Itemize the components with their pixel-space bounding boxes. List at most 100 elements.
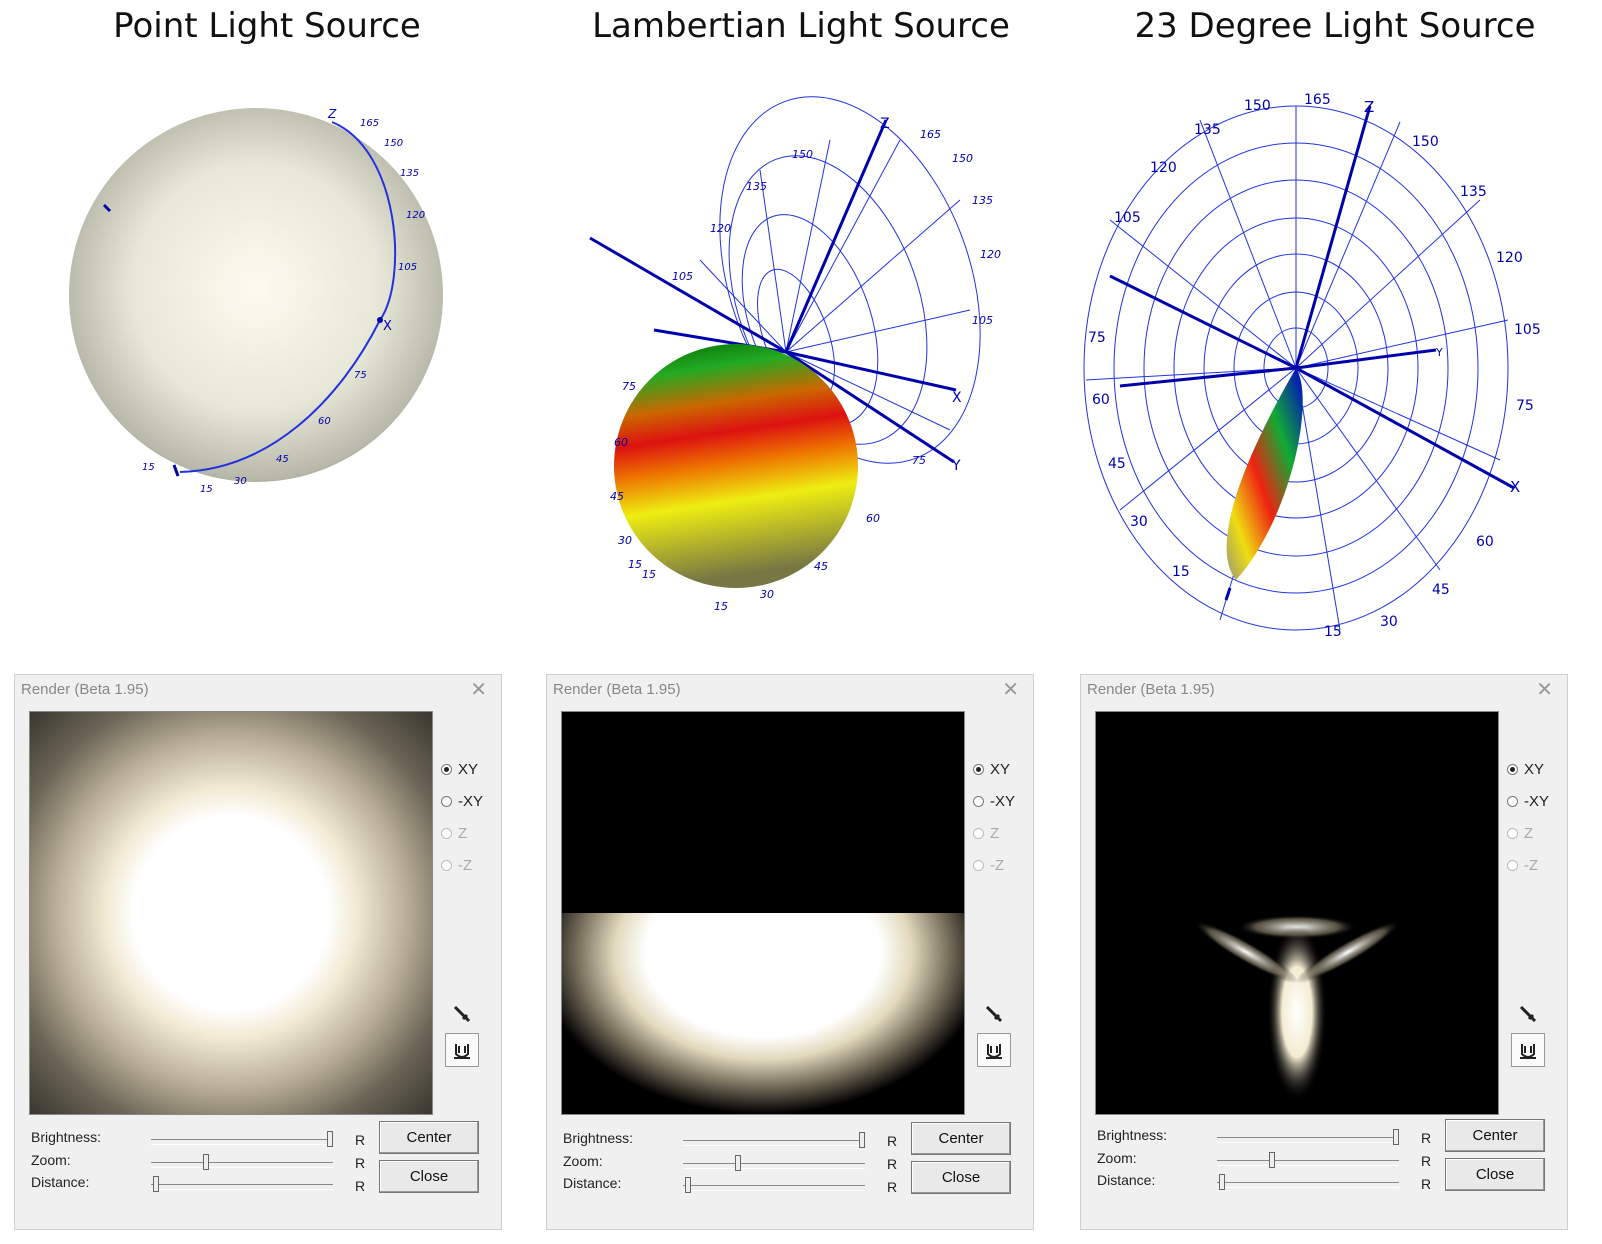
eyedropper-icon[interactable]	[1511, 997, 1545, 1031]
lamp-icon[interactable]	[977, 1033, 1011, 1067]
radio-z[interactable]: Z	[1507, 825, 1533, 842]
lambertian-plot: Z X Y 165 150 135 120 105 75 60 45 30 15…	[589, 96, 1001, 613]
zoom-label: Zoom:	[1097, 1150, 1137, 1166]
brightness-r[interactable]: R	[1421, 1130, 1432, 1146]
eyedropper-icon[interactable]	[445, 997, 479, 1031]
center-button[interactable]: Center	[379, 1121, 479, 1154]
tick-label: 105	[672, 270, 693, 283]
tick-label: 75	[1088, 330, 1106, 346]
tick-label: 150	[1412, 134, 1439, 150]
slider-thumb[interactable]	[1393, 1129, 1399, 1145]
slider-thumb[interactable]	[153, 1176, 159, 1192]
tick-label: 30	[618, 534, 632, 547]
close-button[interactable]: Close	[379, 1160, 479, 1193]
distance-slider[interactable]	[683, 1177, 865, 1193]
distance-slider[interactable]	[151, 1176, 333, 1192]
tick-label: 135	[972, 194, 993, 207]
tick-label: 45	[814, 560, 828, 573]
distance-r[interactable]: R	[1421, 1176, 1432, 1192]
slider-thumb[interactable]	[859, 1132, 865, 1148]
close-icon[interactable]: ✕	[1002, 679, 1019, 701]
radio-neg-z[interactable]: -Z	[441, 857, 472, 874]
tick-label: 60	[614, 436, 628, 449]
distance-r[interactable]: R	[355, 1178, 366, 1194]
zoom-r[interactable]: R	[1421, 1153, 1432, 1169]
tick-label: 15	[142, 462, 155, 473]
center-button[interactable]: Center	[911, 1122, 1011, 1155]
tick-label: 30	[1380, 614, 1398, 630]
close-button[interactable]: Close	[1445, 1158, 1545, 1191]
tick-label: 120	[710, 222, 731, 235]
axis-y-label: Y	[1435, 346, 1443, 359]
lamp-icon[interactable]	[1511, 1033, 1545, 1067]
tick-label: 45	[610, 490, 624, 503]
radio-neg-z[interactable]: -Z	[973, 857, 1004, 874]
axis-x-label: X	[952, 390, 962, 406]
brightness-slider[interactable]	[1217, 1129, 1399, 1145]
tick-label: 75	[912, 454, 926, 467]
slider-thumb[interactable]	[1269, 1152, 1275, 1168]
dialog-title: Render (Beta 1.95)	[21, 681, 149, 698]
tick-label: 165	[1304, 92, 1331, 108]
tick-label: 120	[1150, 160, 1177, 176]
radio-neg-xy[interactable]: -XY	[1507, 793, 1549, 810]
distance-r[interactable]: R	[887, 1179, 898, 1195]
zoom-label: Zoom:	[563, 1153, 603, 1169]
axis-z-label: Z	[1364, 98, 1374, 116]
slider-thumb[interactable]	[685, 1177, 691, 1193]
radio-neg-xy[interactable]: -XY	[441, 793, 483, 810]
close-icon[interactable]: ✕	[470, 679, 487, 701]
render-dialog-23-degree: Render (Beta 1.95) ✕ XY -XY Z	[1080, 674, 1568, 1230]
tick-label: 135	[1460, 184, 1487, 200]
point-tick-bottom	[172, 464, 180, 477]
radio-xy[interactable]: XY	[973, 761, 1010, 778]
tick-label: 75	[1516, 398, 1534, 414]
tick-label: 105	[972, 314, 993, 327]
radio-z[interactable]: Z	[441, 825, 467, 842]
brightness-slider[interactable]	[151, 1131, 333, 1147]
render-view[interactable]	[29, 711, 433, 1115]
distance-label: Distance:	[31, 1174, 90, 1190]
brightness-slider[interactable]	[683, 1132, 865, 1148]
point-tick-left	[102, 203, 112, 213]
close-icon[interactable]: ✕	[1536, 679, 1553, 701]
tick-label: 75	[354, 370, 367, 381]
radio-neg-z[interactable]: -Z	[1507, 857, 1538, 874]
zoom-r[interactable]: R	[887, 1156, 898, 1172]
brightness-r[interactable]: R	[355, 1132, 366, 1148]
brightness-r[interactable]: R	[887, 1133, 898, 1149]
radio-z[interactable]: Z	[973, 825, 999, 842]
tick-label: 45	[1432, 582, 1450, 598]
dialog-title: Render (Beta 1.95)	[1087, 681, 1215, 698]
slider-thumb[interactable]	[1219, 1174, 1225, 1190]
center-button[interactable]: Center	[1445, 1119, 1545, 1152]
slider-thumb[interactable]	[203, 1154, 209, 1170]
tick-label: 60	[1476, 534, 1494, 550]
axis-z-label: Z	[327, 107, 337, 121]
tick-label: 15	[642, 568, 656, 581]
zoom-r[interactable]: R	[355, 1155, 366, 1171]
distance-label: Distance:	[563, 1175, 622, 1191]
eyedropper-icon[interactable]	[977, 997, 1011, 1031]
close-button[interactable]: Close	[911, 1161, 1011, 1194]
axis-y-label: Y	[951, 458, 961, 474]
slider-thumb[interactable]	[735, 1155, 741, 1171]
tick-label: 60	[866, 512, 880, 525]
radio-xy[interactable]: XY	[1507, 761, 1544, 778]
render-view[interactable]	[1095, 711, 1499, 1115]
slider-thumb[interactable]	[327, 1131, 333, 1147]
tick-label: 135	[746, 180, 767, 193]
point-light-sphere	[69, 108, 443, 482]
lamp-icon[interactable]	[445, 1033, 479, 1067]
zoom-slider[interactable]	[151, 1154, 333, 1170]
tick-label: 150	[792, 148, 813, 161]
zoom-slider[interactable]	[1217, 1152, 1399, 1168]
23-degree-plot: Z X Y 165 150 135 120 105 75 60 45 30 15…	[1083, 92, 1541, 640]
radio-neg-xy[interactable]: -XY	[973, 793, 1015, 810]
radio-xy[interactable]: XY	[441, 761, 478, 778]
zoom-label: Zoom:	[31, 1152, 71, 1168]
distance-slider[interactable]	[1217, 1174, 1399, 1190]
tick-label: 60	[1092, 392, 1110, 408]
zoom-slider[interactable]	[683, 1155, 865, 1171]
render-view[interactable]	[561, 711, 965, 1115]
